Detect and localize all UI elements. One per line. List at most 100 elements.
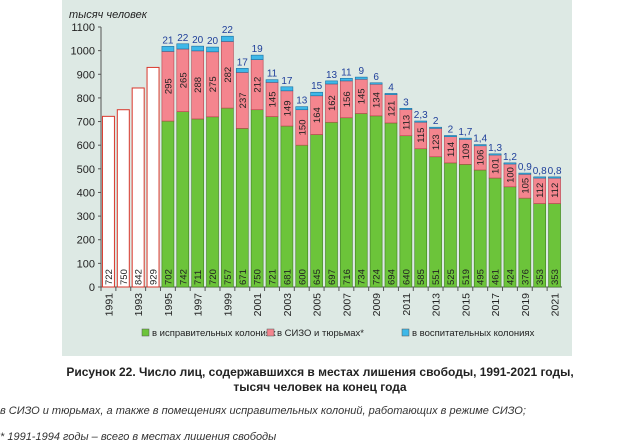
- y-axis-label: тысяч человек: [69, 9, 148, 21]
- data-label-juvenile: 9: [358, 66, 364, 77]
- data-label-sizo: 100: [505, 167, 516, 183]
- footnote-years: * 1991-1994 годы – всего в местах лишени…: [0, 431, 277, 443]
- data-label-total: 929: [149, 269, 160, 285]
- footnote-sizo: в СИЗО и тюрьмах, а также в помещениях и…: [0, 405, 526, 417]
- data-label-sizo: 115: [416, 128, 427, 143]
- x-tick-label: 2013: [431, 293, 443, 317]
- x-tick-label: 2009: [371, 293, 383, 317]
- data-label-sizo: 145: [268, 92, 279, 108]
- data-label-juvenile: 6: [373, 72, 379, 83]
- legend-swatch: [401, 328, 410, 337]
- data-label-juvenile: 21: [162, 35, 174, 46]
- data-label-colonies: 645: [312, 269, 323, 285]
- bar-juvenile-1999: [221, 35, 234, 42]
- bar-colonies-1999: [221, 107, 234, 288]
- data-label-colonies: 640: [401, 269, 412, 285]
- data-label-juvenile: 4: [388, 82, 394, 93]
- data-label-colonies: 757: [223, 269, 234, 285]
- y-tick-label: 200: [77, 235, 95, 247]
- bar-colonies-2005: [310, 134, 323, 288]
- x-tick-label: 2019: [520, 293, 532, 317]
- data-label-sizo: 149: [282, 100, 293, 116]
- data-label-sizo: 134: [372, 92, 383, 108]
- data-label-sizo: 114: [446, 142, 457, 157]
- data-label-colonies: 525: [446, 269, 457, 285]
- data-label-sizo: 237: [238, 92, 249, 108]
- data-label-colonies: 742: [178, 269, 189, 285]
- bar-colonies-2015: [459, 164, 472, 288]
- x-tick-label: 1991: [103, 293, 115, 317]
- y-tick-label: 0: [89, 282, 95, 294]
- x-tick-label: 2005: [312, 293, 324, 317]
- x-tick-label: 1997: [193, 293, 205, 317]
- legend-swatch: [266, 328, 275, 337]
- bar-juvenile-2003: [280, 86, 294, 92]
- data-label-sizo: 113: [401, 115, 412, 130]
- data-label-colonies: 721: [268, 269, 279, 285]
- data-label-juvenile: 13: [296, 96, 308, 107]
- data-label-juvenile: 1,2: [503, 152, 517, 163]
- data-label-sizo: 112: [535, 183, 546, 198]
- data-label-sizo: 265: [178, 72, 189, 88]
- bar-juvenile-2010: [384, 93, 398, 95]
- bar-total-1994: [146, 66, 160, 288]
- y-tick-label: 800: [77, 93, 95, 105]
- bar-colonies-2008: [354, 113, 368, 288]
- data-label-sizo: 275: [208, 76, 219, 92]
- bar-colonies-2010: [384, 122, 398, 288]
- data-label-colonies: 750: [253, 269, 264, 285]
- data-label-juvenile: 1,7: [458, 127, 472, 138]
- data-label-total: 750: [119, 269, 130, 285]
- bar-colonies-2004: [295, 144, 309, 288]
- data-label-sizo: 106: [476, 150, 487, 166]
- data-label-juvenile: 20: [192, 35, 204, 46]
- bar-colonies-2001: [250, 109, 264, 288]
- data-label-juvenile: 17: [281, 76, 293, 87]
- bar-colonies-1997: [191, 118, 204, 288]
- data-label-sizo: 164: [312, 107, 323, 123]
- bar-juvenile-2018: [503, 162, 517, 165]
- bar-juvenile-2004: [295, 106, 309, 111]
- data-label-juvenile: 1,4: [473, 134, 487, 145]
- data-label-colonies: 424: [505, 269, 516, 285]
- bar-juvenile-2012: [414, 120, 428, 123]
- bar-juvenile-1995: [161, 46, 175, 52]
- bar-colonies-2002: [265, 116, 279, 288]
- data-label-sizo: 288: [193, 77, 204, 93]
- bar-juvenile-2009: [369, 82, 383, 85]
- data-label-colonies: 734: [357, 269, 368, 285]
- data-label-juvenile: 19: [252, 44, 264, 55]
- bar-colonies-1998: [206, 116, 219, 288]
- bar-juvenile-2020: [533, 176, 546, 179]
- data-label-total: 842: [134, 269, 145, 285]
- bar-juvenile-2007: [340, 77, 353, 82]
- data-label-sizo: 150: [297, 120, 308, 136]
- bar-colonies-2003: [280, 125, 294, 288]
- y-tick-label: 700: [77, 117, 95, 129]
- data-label-sizo: 109: [461, 144, 472, 160]
- bar-total-1993: [131, 87, 145, 288]
- y-tick-label: 1100: [71, 22, 95, 34]
- legend-swatch: [141, 328, 150, 337]
- bar-total-1991: [101, 115, 115, 288]
- x-tick-label: 1993: [133, 293, 145, 317]
- data-label-juvenile: 15: [311, 81, 323, 92]
- y-tick-label: 1000: [71, 46, 95, 58]
- y-tick-label: 400: [77, 187, 95, 199]
- bar-juvenile-2011: [399, 108, 413, 110]
- bar-juvenile-2008: [354, 76, 368, 80]
- bar-juvenile-1998: [206, 46, 219, 53]
- bar-colonies-2014: [444, 162, 457, 288]
- bar-juvenile-2002: [265, 79, 279, 83]
- y-tick-label: 500: [77, 164, 95, 176]
- bar-juvenile-2017: [488, 153, 502, 156]
- bar-colonies-2006: [325, 121, 338, 288]
- bar-colonies-2000: [235, 128, 249, 288]
- data-label-colonies: 461: [491, 269, 502, 285]
- data-label-colonies: 585: [416, 269, 427, 285]
- data-label-sizo: 212: [253, 77, 264, 93]
- bar-juvenile-1996: [176, 43, 190, 50]
- legend-label: в воспитательных колониях: [412, 328, 535, 339]
- data-label-colonies: 353: [535, 269, 546, 285]
- legend-label: в СИЗО и тюрьмах*: [277, 328, 364, 339]
